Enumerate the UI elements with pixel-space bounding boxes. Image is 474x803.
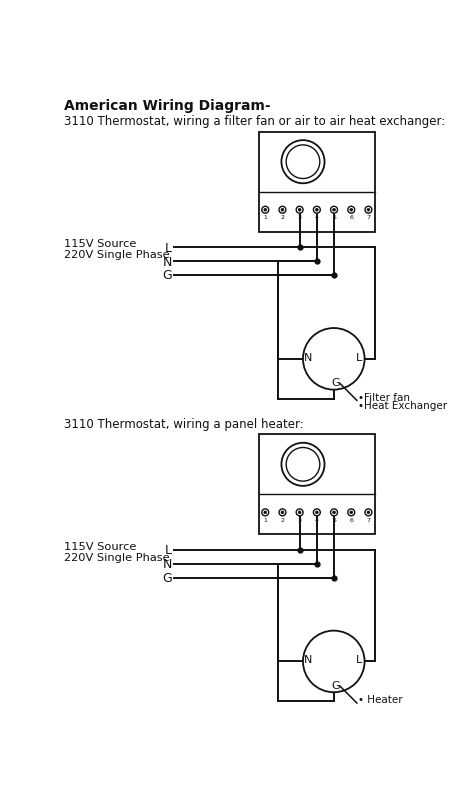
Circle shape: [333, 209, 336, 212]
Text: 2: 2: [281, 517, 284, 522]
Circle shape: [316, 209, 318, 212]
Circle shape: [281, 209, 284, 212]
Circle shape: [298, 209, 301, 212]
Text: •Heat Exchanger: •Heat Exchanger: [358, 401, 447, 410]
Circle shape: [264, 512, 267, 514]
Circle shape: [350, 209, 353, 212]
Text: 7: 7: [366, 215, 371, 220]
Circle shape: [262, 207, 269, 214]
Circle shape: [264, 209, 267, 212]
Text: 1: 1: [264, 517, 267, 522]
Text: 2: 2: [281, 215, 284, 220]
Text: N: N: [163, 255, 172, 268]
Text: G: G: [331, 679, 340, 690]
Text: 3110 Thermostat, wiring a panel heater:: 3110 Thermostat, wiring a panel heater:: [64, 417, 304, 430]
Circle shape: [303, 631, 365, 692]
Bar: [259, 434, 374, 535]
Text: •Filter fan: •Filter fan: [358, 392, 410, 402]
Text: N: N: [304, 654, 312, 664]
Text: N: N: [304, 352, 312, 362]
Circle shape: [313, 207, 320, 214]
Circle shape: [286, 145, 320, 179]
Text: L: L: [165, 544, 172, 556]
Text: 5: 5: [332, 215, 336, 220]
Circle shape: [296, 509, 303, 516]
Text: • Heater: • Heater: [358, 695, 402, 704]
Text: American Wiring Diagram-: American Wiring Diagram-: [64, 99, 271, 112]
Circle shape: [350, 512, 353, 514]
Text: 1: 1: [264, 215, 267, 220]
Text: G: G: [162, 571, 172, 585]
Text: 115V Source: 115V Source: [64, 541, 137, 551]
Text: 220V Single Phase: 220V Single Phase: [64, 250, 170, 260]
Circle shape: [279, 509, 286, 516]
Text: 3: 3: [298, 517, 301, 522]
Circle shape: [316, 512, 318, 514]
Circle shape: [296, 207, 303, 214]
Circle shape: [367, 512, 370, 514]
Text: 7: 7: [366, 517, 371, 522]
Text: 4: 4: [315, 215, 319, 220]
Text: 6: 6: [349, 215, 353, 220]
Text: 220V Single Phase: 220V Single Phase: [64, 552, 170, 562]
Circle shape: [282, 141, 325, 184]
Circle shape: [298, 512, 301, 514]
Circle shape: [282, 443, 325, 487]
Bar: [259, 132, 374, 233]
Text: 6: 6: [349, 517, 353, 522]
Circle shape: [286, 448, 320, 482]
Circle shape: [365, 207, 372, 214]
Text: G: G: [331, 377, 340, 387]
Circle shape: [330, 207, 337, 214]
Circle shape: [367, 209, 370, 212]
Circle shape: [348, 509, 355, 516]
Circle shape: [262, 509, 269, 516]
Text: 115V Source: 115V Source: [64, 239, 137, 249]
Circle shape: [330, 509, 337, 516]
Text: L: L: [165, 242, 172, 255]
Text: 3110 Thermostat, wiring a filter fan or air to air heat exchanger:: 3110 Thermostat, wiring a filter fan or …: [64, 115, 446, 128]
Circle shape: [279, 207, 286, 214]
Text: L: L: [356, 352, 362, 362]
Circle shape: [348, 207, 355, 214]
Text: 5: 5: [332, 517, 336, 522]
Text: N: N: [163, 557, 172, 570]
Circle shape: [303, 328, 365, 390]
Text: L: L: [356, 654, 362, 664]
Circle shape: [365, 509, 372, 516]
Text: G: G: [162, 269, 172, 282]
Circle shape: [281, 512, 284, 514]
Circle shape: [333, 512, 336, 514]
Circle shape: [313, 509, 320, 516]
Text: 3: 3: [298, 215, 301, 220]
Text: 4: 4: [315, 517, 319, 522]
